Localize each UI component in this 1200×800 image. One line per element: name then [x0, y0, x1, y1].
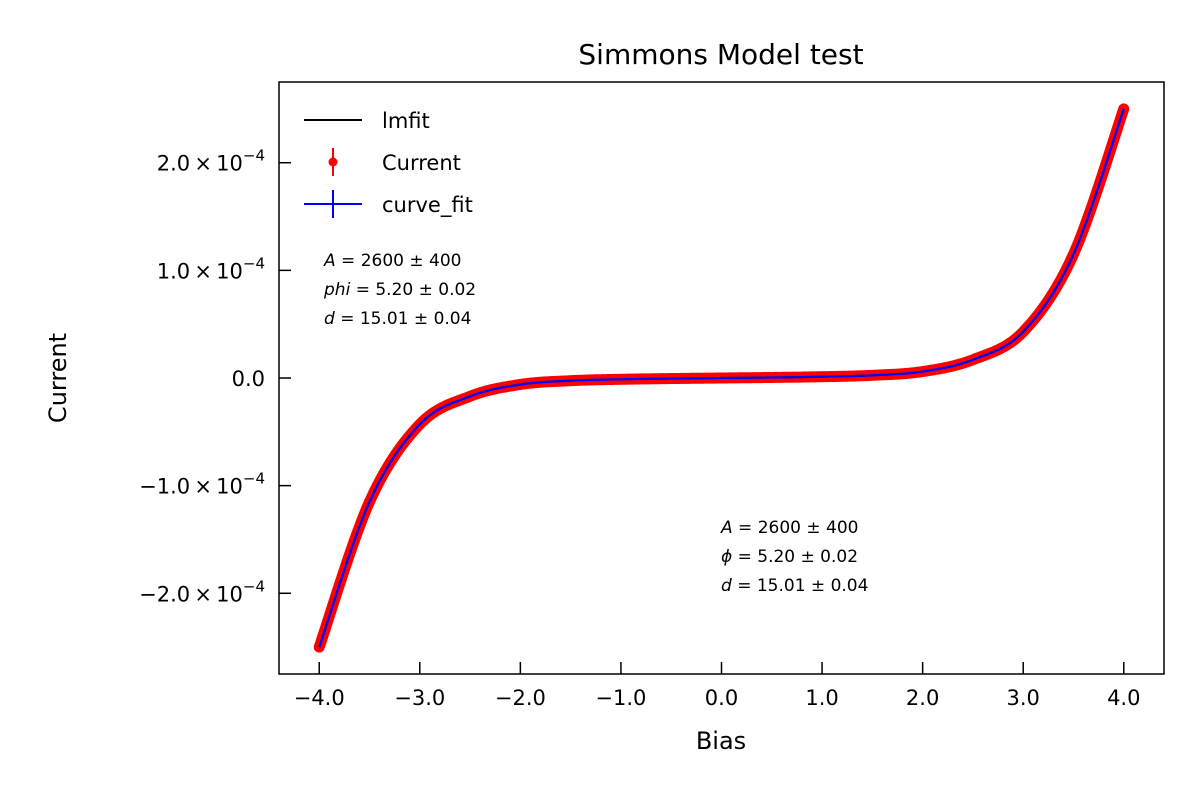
- fit-params-annotation-curvefit: A = 2600 ± 400 ϕ = 5.20 ± 0.02 d = 15.01…: [720, 518, 868, 596]
- x-tick-label: 3.0: [1007, 686, 1040, 710]
- annotation-line: A = 2600 ± 400: [720, 518, 858, 538]
- annotation-value: = 2600 ± 400: [733, 518, 859, 538]
- annotation-value: = 5.20 ± 0.02: [732, 547, 858, 567]
- x-tick-label: 1.0: [805, 686, 838, 710]
- y-tick-label: 0.0: [232, 367, 265, 391]
- y-tick-label: −1.0 × 10−4: [139, 470, 265, 499]
- annotation-line: d = 15.01 ± 0.04: [324, 309, 471, 329]
- annotation-value: = 2600 ± 400: [336, 251, 462, 271]
- annotation-var: A: [720, 518, 733, 538]
- annotation-line: A = 2600 ± 400: [323, 251, 461, 271]
- chart-title: Simmons Model test: [578, 38, 863, 71]
- x-tick-label: −1.0: [595, 686, 646, 710]
- x-tick-label: −3.0: [394, 686, 445, 710]
- series-current-point: [314, 642, 325, 653]
- series-current-point: [1118, 103, 1129, 114]
- x-axis-ticks: −4.0 −3.0 −2.0 −1.0 0.0 1.0 2.0 3.0 4.0: [294, 662, 1140, 710]
- annotation-var: phi: [323, 280, 351, 300]
- series-curve-fit-line: [318, 108, 1125, 648]
- y-tick-label: 2.0 × 10−4: [157, 147, 265, 176]
- y-axis-ticks: −2.0 × 10−4 −1.0 × 10−4 0.0 1.0 × 10−4 2.0 ×…: [139, 147, 291, 606]
- x-tick-label: −2.0: [495, 686, 546, 710]
- annotation-line: ϕ = 5.20 ± 0.02: [721, 547, 858, 567]
- annotation-line: phi = 5.20 ± 0.02: [323, 280, 476, 300]
- x-tick-label: 0.0: [705, 686, 738, 710]
- fit-params-annotation-lmfit: A = 2600 ± 400 phi = 5.20 ± 0.02 d = 15.…: [323, 251, 476, 329]
- x-tick-label: 4.0: [1107, 686, 1140, 710]
- annotation-var: A: [323, 251, 336, 271]
- annotation-var: d: [721, 576, 732, 596]
- legend-current-label: Current: [382, 151, 461, 175]
- y-axis-label: Current: [44, 333, 72, 423]
- legend-curvefit-label: curve_fit: [382, 193, 473, 218]
- x-tick-label: 2.0: [906, 686, 939, 710]
- legend: lmfit Current curve_fit: [304, 109, 473, 218]
- y-tick-label: −2.0 × 10−4: [139, 577, 265, 606]
- legend-current-marker: [328, 157, 338, 167]
- annotation-var: ϕ: [721, 547, 732, 567]
- y-tick-label: 1.0 × 10−4: [157, 254, 265, 283]
- annotation-value: = 15.01 ± 0.04: [335, 309, 472, 329]
- annotation-line: d = 15.01 ± 0.04: [721, 576, 868, 596]
- legend-lmfit-label: lmfit: [382, 109, 430, 133]
- annotation-value: = 15.01 ± 0.04: [732, 576, 869, 596]
- annotation-value: = 5.20 ± 0.02: [350, 280, 476, 300]
- x-axis-label: Bias: [696, 727, 746, 755]
- annotation-var: d: [324, 309, 335, 329]
- series-layer: [313, 103, 1130, 653]
- x-tick-label: −4.0: [294, 686, 345, 710]
